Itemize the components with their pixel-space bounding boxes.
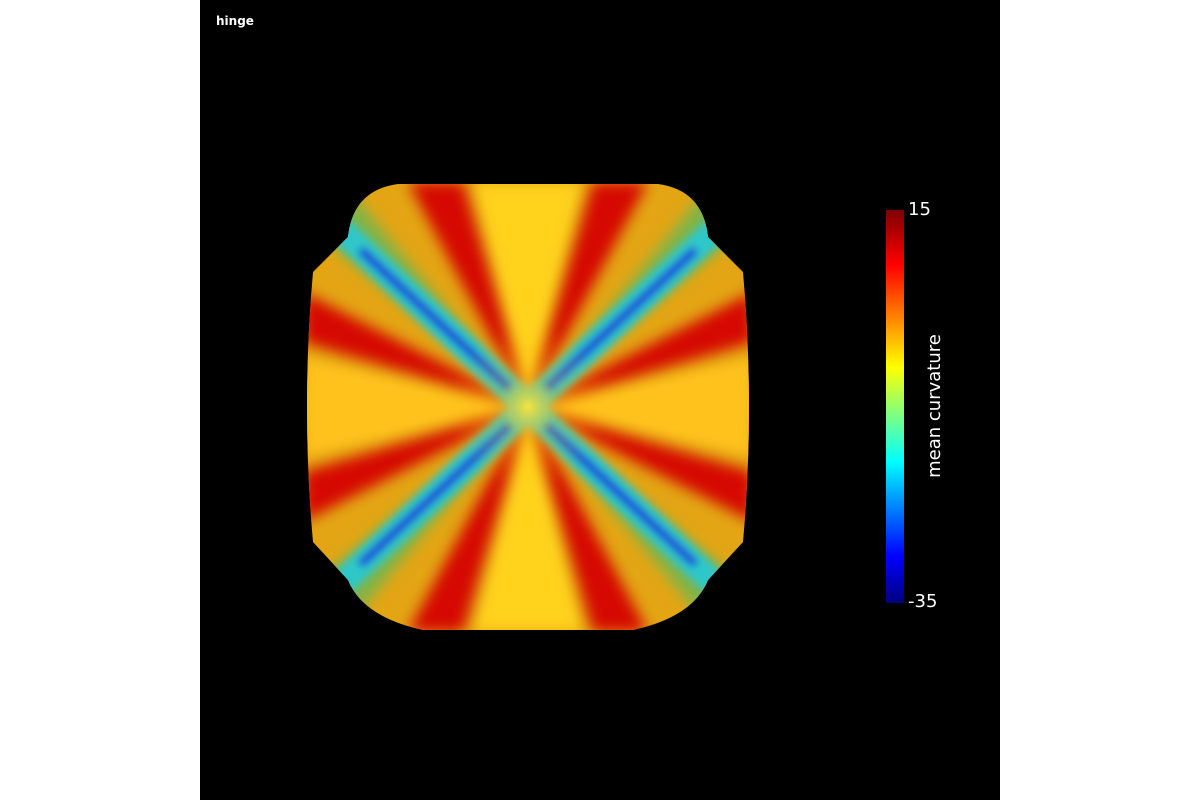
3d-viewport[interactable]: hinge [200, 0, 1000, 800]
colorbar [886, 210, 904, 603]
surface-svg [307, 184, 749, 630]
curvature-surface[interactable] [303, 182, 753, 632]
ridge-wedges [307, 184, 749, 630]
colorbar-title: mean curvature [924, 334, 945, 478]
plot-title: hinge [216, 14, 254, 28]
colorbar-gradient [886, 210, 904, 603]
colorbar-svg [886, 210, 904, 603]
colorbar-max-label: 15 [908, 199, 931, 220]
center-highlight [448, 327, 608, 487]
colorbar-min-label: -35 [908, 591, 938, 612]
